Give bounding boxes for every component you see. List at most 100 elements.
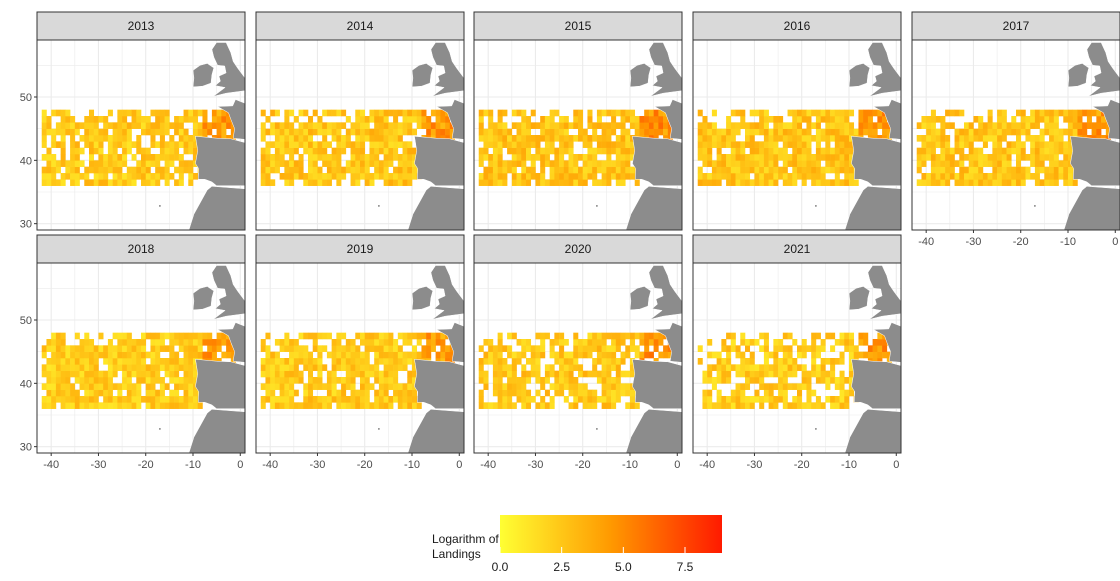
heatmap-cell: [1034, 154, 1040, 161]
heatmap-cell: [1034, 141, 1040, 148]
heatmap-cell: [60, 377, 66, 384]
heatmap-cell: [735, 166, 741, 174]
heatmap-cell: [74, 166, 80, 174]
heatmap-cell: [193, 116, 199, 123]
heatmap-cell: [374, 396, 380, 403]
heatmap-cell: [303, 135, 309, 142]
heatmap-cell: [559, 122, 565, 129]
heatmap-cell: [445, 351, 451, 359]
heatmap-cell: [197, 339, 203, 346]
heatmap-cell: [797, 141, 803, 148]
heatmap-cell: [488, 160, 494, 167]
heatmap-cell: [74, 122, 80, 129]
heatmap-cell: [350, 128, 356, 136]
heatmap-cell: [326, 332, 332, 340]
heatmap-cell: [797, 154, 803, 161]
heatmap-cell: [284, 122, 290, 129]
heatmap-cell: [606, 358, 612, 365]
heatmap-cell: [968, 179, 974, 186]
heatmap-cell: [388, 173, 394, 180]
heatmap-cell: [79, 402, 85, 409]
heatmap-cell: [773, 166, 779, 174]
heatmap-cell: [559, 370, 565, 378]
heatmap-cell: [587, 339, 593, 346]
heatmap-cell: [202, 122, 208, 129]
heatmap-cell: [89, 345, 95, 352]
heatmap-cell: [568, 154, 574, 161]
heatmap-cell: [797, 364, 803, 371]
heatmap-cell: [596, 179, 602, 186]
heatmap-cell: [749, 358, 755, 365]
heatmap-cell: [792, 179, 798, 186]
heatmap-cell: [625, 332, 631, 340]
heatmap-cell: [397, 358, 403, 365]
heatmap-cell: [131, 179, 137, 186]
heatmap-cell: [768, 116, 774, 123]
heatmap-cell: [492, 179, 498, 186]
heatmap-cell: [849, 364, 855, 371]
heatmap-cell: [331, 370, 337, 378]
heatmap-cell: [478, 345, 484, 352]
heatmap-cell: [126, 364, 132, 371]
heatmap-cell: [511, 122, 517, 129]
heatmap-cell: [749, 160, 755, 167]
heatmap-cell: [982, 173, 988, 180]
heatmap-cell: [792, 135, 798, 142]
heatmap-cell: [849, 339, 855, 346]
heatmap-cell: [997, 160, 1003, 167]
heatmap-cell: [492, 377, 498, 384]
heatmap-cell: [834, 154, 840, 161]
heatmap-cell: [516, 147, 522, 155]
heatmap-cell: [393, 396, 399, 403]
heatmap-cell: [730, 339, 736, 346]
heatmap-cell: [716, 377, 722, 384]
heatmap-cell: [801, 383, 807, 390]
heatmap-cell: [592, 389, 598, 397]
heatmap-cell: [483, 377, 489, 384]
heatmap-cell: [768, 154, 774, 161]
heatmap-cell: [478, 173, 484, 180]
heatmap-cell: [298, 332, 304, 340]
heatmap-cell: [46, 370, 52, 378]
heatmap-cell: [74, 389, 80, 397]
heatmap-cell: [289, 339, 295, 346]
heatmap-cell: [502, 383, 508, 390]
facet-label: 2014: [347, 19, 374, 33]
heatmap-cell: [174, 122, 180, 129]
heatmap-cell: [820, 370, 826, 378]
heatmap-cell: [193, 389, 199, 397]
heatmap-cell: [289, 383, 295, 390]
heatmap-cell: [582, 160, 588, 167]
heatmap-cell: [877, 116, 883, 123]
heatmap-cell: [778, 383, 784, 390]
heatmap-cell: [778, 389, 784, 397]
heatmap-cell: [773, 179, 779, 186]
heatmap-cell: [563, 160, 569, 167]
heatmap-cell: [1053, 154, 1059, 161]
heatmap-cell: [745, 364, 751, 371]
heatmap-cell: [601, 179, 607, 186]
heatmap-cell: [620, 358, 626, 365]
heatmap-cell: [141, 377, 147, 384]
heatmap-cell: [544, 128, 550, 136]
heatmap-cell: [298, 135, 304, 142]
heatmap-cell: [530, 358, 536, 365]
heatmap-cell: [745, 173, 751, 180]
heatmap-cell: [615, 122, 621, 129]
heatmap-cell: [587, 109, 593, 117]
heatmap-cell: [740, 358, 746, 365]
heatmap-cell: [1039, 166, 1045, 174]
heatmap-cell: [587, 160, 593, 167]
heatmap-cell: [355, 370, 361, 378]
heatmap-cell: [749, 154, 755, 161]
heatmap-cell: [849, 370, 855, 378]
heatmap-cell: [303, 147, 309, 155]
heatmap-cell: [573, 166, 579, 174]
heatmap-cell: [364, 383, 370, 390]
heatmap-cell: [606, 173, 612, 180]
heatmap-cell: [364, 358, 370, 365]
heatmap-cell: [573, 389, 579, 397]
heatmap-cell: [265, 166, 271, 174]
heatmap-cell: [940, 160, 946, 167]
heatmap-cell: [308, 370, 314, 378]
